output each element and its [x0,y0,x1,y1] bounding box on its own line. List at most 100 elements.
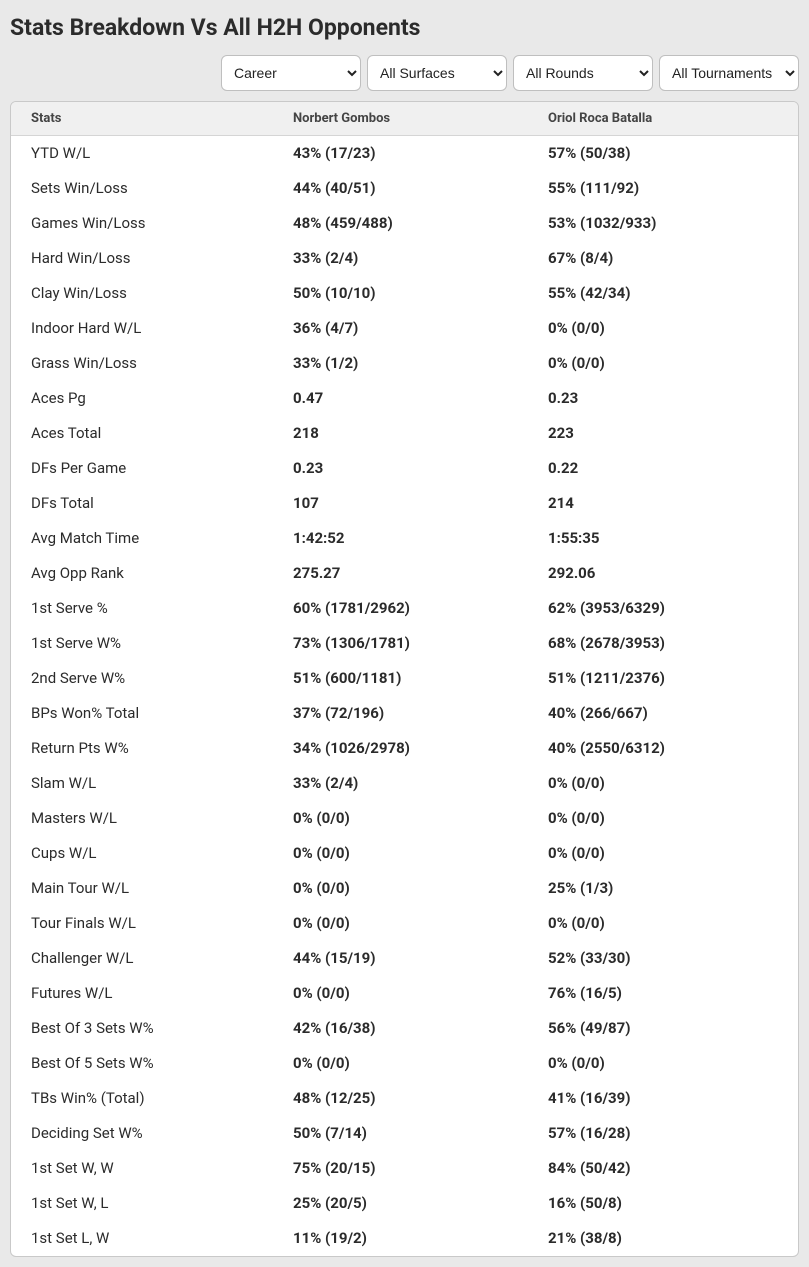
stat-value-player1: 36% (4/7) [273,311,528,346]
stat-value-player2: 57% (50/38) [528,136,798,171]
stat-label: Best Of 5 Sets W% [11,1046,273,1081]
stat-value-player1: 0% (0/0) [273,906,528,941]
stat-value-player1: 37% (72/196) [273,696,528,731]
table-row: DFs Per Game0.230.22 [11,451,798,486]
stat-value-player2: 55% (42/34) [528,276,798,311]
surfaces-select[interactable]: All Surfaces [367,55,507,91]
stat-value-player2: 0.22 [528,451,798,486]
career-select[interactable]: Career [221,55,361,91]
stat-value-player2: 214 [528,486,798,521]
stat-label: DFs Total [11,486,273,521]
stat-label: Main Tour W/L [11,871,273,906]
stat-label: Tour Finals W/L [11,906,273,941]
stat-value-player1: 0% (0/0) [273,836,528,871]
stat-value-player1: 0% (0/0) [273,871,528,906]
stats-container: Stats Breakdown Vs All H2H Opponents Car… [0,0,809,1267]
table-row: Aces Pg0.470.23 [11,381,798,416]
stat-value-player1: 0% (0/0) [273,976,528,1011]
stat-value-player1: 50% (7/14) [273,1116,528,1151]
table-row: Avg Match Time1:42:521:55:35 [11,521,798,556]
stat-label: Hard Win/Loss [11,241,273,276]
stat-value-player2: 292.06 [528,556,798,591]
stat-label: 1st Serve % [11,591,273,626]
stat-value-player1: 0.23 [273,451,528,486]
table-row: TBs Win% (Total)48% (12/25)41% (16/39) [11,1081,798,1116]
table-row: 2nd Serve W%51% (600/1181)51% (1211/2376… [11,661,798,696]
stat-value-player1: 0% (0/0) [273,1046,528,1081]
table-row: 1st Set W, L25% (20/5)16% (50/8) [11,1186,798,1221]
stat-label: Clay Win/Loss [11,276,273,311]
table-row: Masters W/L0% (0/0)0% (0/0) [11,801,798,836]
stat-label: DFs Per Game [11,451,273,486]
rounds-select[interactable]: All Rounds [513,55,653,91]
stat-label: Sets Win/Loss [11,171,273,206]
tournaments-select[interactable]: All Tournaments [659,55,799,91]
table-row: 1st Serve %60% (1781/2962)62% (3953/6329… [11,591,798,626]
table-row: Cups W/L0% (0/0)0% (0/0) [11,836,798,871]
table-row: Grass Win/Loss33% (1/2)0% (0/0) [11,346,798,381]
stat-value-player2: 1:55:35 [528,521,798,556]
stats-table-wrap: Stats Norbert Gombos Oriol Roca Batalla … [10,101,799,1257]
stat-value-player2: 52% (33/30) [528,941,798,976]
stat-value-player2: 67% (8/4) [528,241,798,276]
stat-value-player2: 223 [528,416,798,451]
stat-value-player2: 62% (3953/6329) [528,591,798,626]
stat-value-player2: 21% (38/8) [528,1221,798,1256]
stat-label: Return Pts W% [11,731,273,766]
stat-value-player1: 44% (15/19) [273,941,528,976]
table-row: Clay Win/Loss50% (10/10)55% (42/34) [11,276,798,311]
stat-label: Aces Pg [11,381,273,416]
stat-value-player1: 11% (19/2) [273,1221,528,1256]
stat-value-player1: 33% (1/2) [273,346,528,381]
table-row: Aces Total218223 [11,416,798,451]
stat-value-player1: 73% (1306/1781) [273,626,528,661]
stat-value-player2: 0% (0/0) [528,311,798,346]
stat-value-player2: 0% (0/0) [528,766,798,801]
table-row: Indoor Hard W/L36% (4/7)0% (0/0) [11,311,798,346]
table-row: Best Of 5 Sets W%0% (0/0)0% (0/0) [11,1046,798,1081]
stat-value-player2: 0% (0/0) [528,836,798,871]
stat-value-player1: 43% (17/23) [273,136,528,171]
stat-label: 1st Serve W% [11,626,273,661]
table-row: Challenger W/L44% (15/19)52% (33/30) [11,941,798,976]
stat-label: Aces Total [11,416,273,451]
table-row: Tour Finals W/L0% (0/0)0% (0/0) [11,906,798,941]
table-row: Best Of 3 Sets W%42% (16/38)56% (49/87) [11,1011,798,1046]
table-row: Return Pts W%34% (1026/2978)40% (2550/63… [11,731,798,766]
stat-label: Slam W/L [11,766,273,801]
stats-table: Stats Norbert Gombos Oriol Roca Batalla … [11,102,798,1256]
stat-label: 2nd Serve W% [11,661,273,696]
table-row: 1st Set W, W75% (20/15)84% (50/42) [11,1151,798,1186]
stat-value-player2: 84% (50/42) [528,1151,798,1186]
stat-label: Masters W/L [11,801,273,836]
stat-value-player2: 40% (266/667) [528,696,798,731]
stat-value-player1: 42% (16/38) [273,1011,528,1046]
stats-table-body: YTD W/L43% (17/23)57% (50/38)Sets Win/Lo… [11,136,798,1256]
stat-label: 1st Set L, W [11,1221,273,1256]
stat-label: Avg Opp Rank [11,556,273,591]
stat-value-player1: 60% (1781/2962) [273,591,528,626]
stat-label: TBs Win% (Total) [11,1081,273,1116]
col-header-player1: Norbert Gombos [273,102,528,136]
table-row: 1st Set L, W11% (19/2)21% (38/8) [11,1221,798,1256]
table-row: BPs Won% Total37% (72/196)40% (266/667) [11,696,798,731]
stat-value-player2: 76% (16/5) [528,976,798,1011]
stat-value-player2: 0.23 [528,381,798,416]
stat-value-player1: 48% (459/488) [273,206,528,241]
stat-label: Indoor Hard W/L [11,311,273,346]
stat-value-player1: 50% (10/10) [273,276,528,311]
stat-label: Best Of 3 Sets W% [11,1011,273,1046]
stat-label: BPs Won% Total [11,696,273,731]
stat-value-player1: 44% (40/51) [273,171,528,206]
stat-value-player2: 25% (1/3) [528,871,798,906]
stat-value-player1: 48% (12/25) [273,1081,528,1116]
table-row: Slam W/L33% (2/4)0% (0/0) [11,766,798,801]
stat-label: 1st Set W, L [11,1186,273,1221]
stat-value-player1: 107 [273,486,528,521]
stat-value-player1: 51% (600/1181) [273,661,528,696]
table-row: Games Win/Loss48% (459/488)53% (1032/933… [11,206,798,241]
stat-value-player2: 53% (1032/933) [528,206,798,241]
stat-label: Cups W/L [11,836,273,871]
stat-value-player1: 1:42:52 [273,521,528,556]
table-row: Avg Opp Rank275.27292.06 [11,556,798,591]
